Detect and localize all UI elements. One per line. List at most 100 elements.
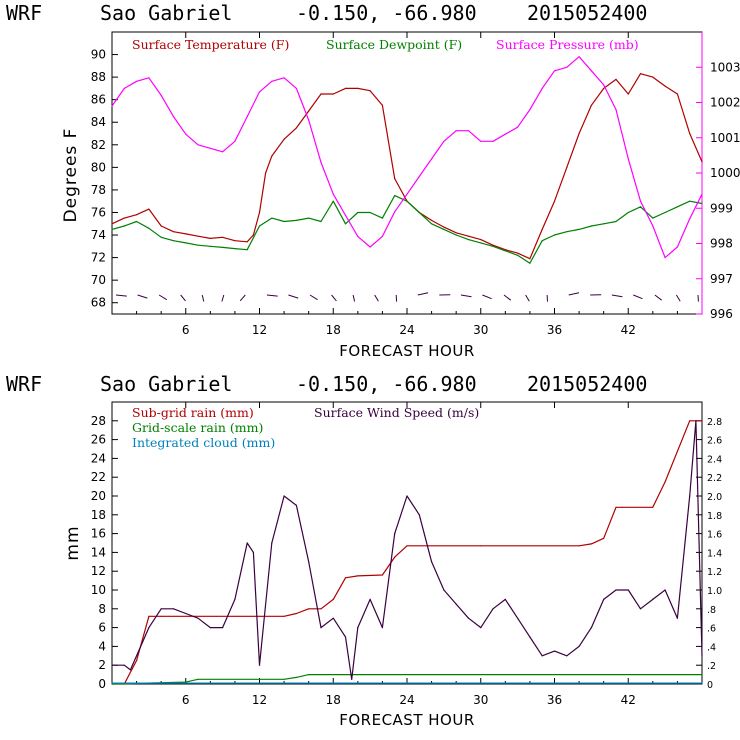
top-point-surface-temperature-f [492,244,494,246]
wind-barb [374,294,379,302]
top-point-surface-temperature-f [455,232,457,234]
top-series-surface-dewpoint-f [111,195,703,264]
bot-point-surface-wind-speed-m-s [129,669,131,671]
top-point-surface-temperature-f [578,132,580,135]
bot-point-surface-wind-speed-m-s [136,655,138,657]
top-point-surface-dewpoint-f [541,240,543,242]
bot-point-surface-wind-speed-m-s [332,617,334,619]
top-right-tick-label: 1002 [710,96,740,110]
top-point-surface-pressure-mb [652,225,654,227]
bot-point-sub-grid-rain-mm [652,506,654,508]
bot-point-surface-wind-speed-m-s [603,598,605,601]
wind-barb [503,294,512,301]
wind-barb [180,294,186,302]
bot-point-grid-scale-rain-mm [701,674,703,676]
top-point-surface-pressure-mb [332,193,334,195]
bot-x-tick-label: 30 [473,693,488,707]
top-point-surface-pressure-mb [234,140,236,142]
top-y-axis-label: Degrees F [61,128,81,223]
top-wind-barbs [115,292,699,302]
top-point-surface-temperature-f [664,85,666,87]
bot-x-tick-label: 36 [547,693,562,707]
top-point-surface-temperature-f [320,93,322,95]
bot-left-tick-label: 2 [98,658,106,672]
bottom-legend-wind-speed: Surface Wind Speed (m/s) [314,405,479,420]
bot-right-tick-label: .6 [707,624,716,635]
top-point-surface-temperature-f [394,178,396,180]
top-right-tick-label: 1000 [710,166,740,180]
top-point-surface-temperature-f [566,166,568,168]
bottom-header-model: WRF [6,372,42,396]
top-point-surface-pressure-mb [664,257,666,259]
bot-left-tick-label: 4 [98,639,106,653]
top-header-location: Sao Gabriel [100,1,232,25]
bot-point-surface-wind-speed-m-s [172,608,175,610]
top-point-surface-temperature-f [265,172,267,174]
bot-point-surface-wind-speed-m-s [566,655,568,657]
top-point-surface-dewpoint-f [258,225,261,227]
top-point-surface-pressure-mb [578,56,580,58]
top-point-surface-temperature-f [676,93,679,95]
top-point-surface-pressure-mb [701,193,703,195]
bot-point-sub-grid-rain-mm [148,615,150,617]
bot-point-surface-wind-speed-m-s [111,664,113,666]
bot-left-tick-label: 20 [91,489,106,503]
bot-left-tick-label: 22 [91,470,106,484]
bot-point-surface-wind-speed-m-s [590,627,593,629]
top-header-run: 2015052400 [527,1,647,25]
wind-barb [201,294,205,302]
top-point-surface-pressure-mb [406,193,408,195]
bot-point-surface-wind-speed-m-s [504,598,506,601]
top-x-tick-label: 36 [547,323,562,337]
top-legend-dewpoint: Surface Dewpoint (F) [326,37,462,52]
bot-point-surface-wind-speed-m-s [492,608,494,610]
bot-point-surface-wind-speed-m-s [541,655,543,657]
top-point-surface-temperature-f [271,155,273,157]
top-left-tick-label: 76 [91,205,106,219]
top-point-surface-dewpoint-f [492,245,494,247]
top-point-surface-dewpoint-f [689,200,691,202]
top-point-surface-dewpoint-f [467,239,470,241]
top-point-surface-temperature-f [344,87,347,89]
top-point-surface-dewpoint-f [148,227,150,229]
top-point-surface-pressure-mb [431,158,433,160]
top-point-surface-dewpoint-f [172,240,175,242]
top-point-surface-temperature-f [627,93,629,95]
top-plot-frame [111,31,703,315]
bot-point-integrated-cloud-mm [701,682,703,684]
top-point-surface-temperature-f [689,132,691,135]
wind-barb [525,294,530,302]
top-right-tick-label: 999 [710,201,733,215]
bot-point-surface-wind-speed-m-s [443,589,445,591]
wind-barb [221,294,225,302]
top-point-surface-temperature-f [443,226,445,228]
top-header-coords: -0.150, -66.980 [296,1,477,25]
top-point-surface-temperature-f [652,76,654,78]
top-point-surface-dewpoint-f [676,206,679,208]
top-point-surface-dewpoint-f [603,223,605,225]
wind-barb [611,294,623,298]
bottom-chart: WRF Sao Gabriel -0.150, -66.980 20150524… [6,372,722,729]
top-point-surface-temperature-f [234,240,236,242]
bot-right-tick-label: 1.8 [707,511,722,522]
top-point-surface-temperature-f [136,214,138,216]
wind-barb [309,294,318,301]
wind-barb [675,294,681,302]
bot-point-surface-wind-speed-m-s [553,650,556,652]
bot-point-sub-grid-rain-mm [357,575,359,577]
wind-barb [352,294,356,302]
top-point-surface-pressure-mb [222,151,224,153]
bottom-legend-integrated-cloud: Integrated cloud (mm) [132,435,275,450]
top-left-tick-label: 68 [91,296,106,310]
bot-x-tick-label: 6 [182,693,190,707]
bot-point-sub-grid-rain-mm [615,506,617,508]
top-point-surface-pressure-mb [418,175,420,178]
bot-point-surface-wind-speed-m-s [406,495,408,497]
bot-point-surface-wind-speed-m-s [252,551,254,554]
bot-point-sub-grid-rain-mm [480,545,482,547]
wind-barb [288,294,299,299]
bot-point-surface-wind-speed-m-s [308,561,310,563]
top-point-surface-temperature-f [504,249,506,251]
bot-right-tick-label: 2.4 [707,454,722,465]
bot-left-tick-label: 10 [91,583,106,597]
